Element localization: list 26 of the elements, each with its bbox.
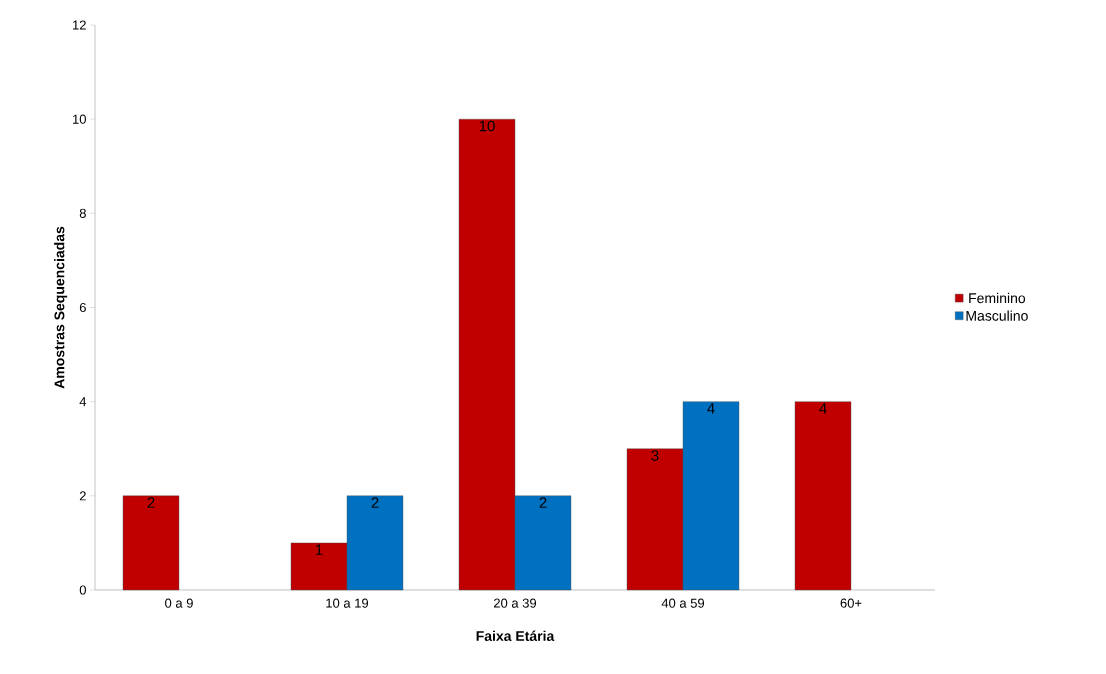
- y-tick-label: 12: [73, 20, 86, 30]
- data-label: 4: [707, 403, 715, 414]
- data-label: 3: [651, 450, 659, 461]
- y-tick-label: 2: [79, 491, 86, 501]
- x-tick-label: 0 a 9: [165, 598, 193, 608]
- x-tick-label: 10 a 19: [326, 598, 369, 608]
- y-tick-label: 6: [79, 302, 86, 313]
- legend-label: Masculino: [966, 310, 1028, 321]
- x-tick-label: 40 a 59: [661, 598, 705, 608]
- bar: [794, 401, 852, 591]
- data-label: 2: [539, 497, 547, 508]
- y-tick-label: 0: [79, 585, 86, 595]
- y-axis-title: Amostras Sequenciadas: [54, 226, 68, 389]
- y-tick-label: 10: [73, 114, 86, 124]
- y-tick-label: 8: [79, 208, 86, 218]
- data-label: 2: [147, 497, 155, 508]
- data-label: 4: [819, 403, 827, 414]
- bar: [122, 495, 180, 591]
- data-label: 1: [315, 544, 323, 555]
- data-label: 2: [371, 497, 379, 508]
- data-label: 10: [479, 120, 495, 132]
- x-axis-title: Faixa Etária: [476, 630, 555, 641]
- x-tick-label: 20 a 39: [493, 598, 537, 608]
- x-tick-label: 60+: [840, 598, 862, 608]
- y-tick-label: 4: [79, 397, 87, 407]
- legend-label: Feminino: [969, 292, 1026, 304]
